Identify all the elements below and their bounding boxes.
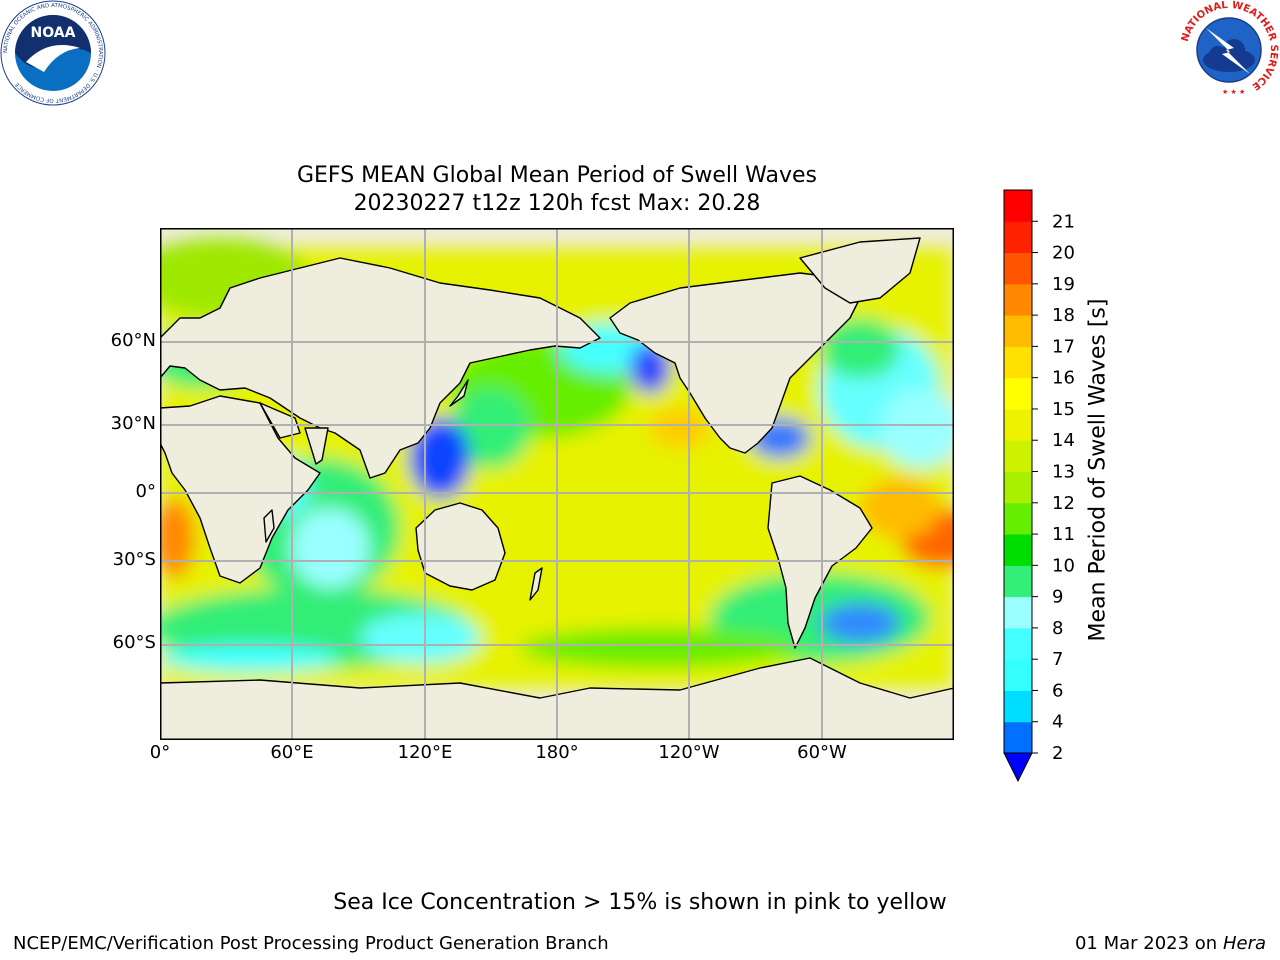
- colorbar-tick-label: 9: [1052, 587, 1063, 608]
- colorbar-segment: [1004, 221, 1032, 254]
- colorbar-tick-label: 15: [1052, 399, 1075, 420]
- colorbar-segment: [1004, 534, 1032, 566]
- sea-ice-note: Sea Ice Concentration > 15% is shown in …: [333, 890, 947, 915]
- colorbar-underflow-arrow: [1003, 752, 1033, 783]
- colorbar-segment: [1004, 596, 1032, 629]
- colorbar-tick-label: 6: [1052, 680, 1063, 701]
- run-date: 01 Mar 2023 on Hera: [1075, 933, 1266, 954]
- svg-text:★ ★ ★: ★ ★ ★: [1222, 88, 1245, 96]
- colorbar-segment: [1004, 627, 1032, 660]
- lat-label-60n: 60°N: [110, 330, 156, 351]
- colorbar-segment: [1004, 377, 1032, 410]
- colorbar-tick-label: 2: [1052, 743, 1063, 764]
- run-date-text: 01 Mar 2023 on: [1074, 933, 1218, 954]
- lat-label-eq: 0°: [135, 481, 156, 502]
- colorbar-segment: [1004, 440, 1032, 472]
- colorbar-tick-label: 13: [1052, 462, 1075, 483]
- lat-label-30s: 30°S: [112, 549, 156, 570]
- colorbar-segment: [1004, 471, 1032, 504]
- host-name: Hera: [1222, 933, 1266, 954]
- lon-label-60e: 60°E: [270, 742, 314, 763]
- lon-label-0: 0°: [149, 742, 171, 763]
- colorbar-tick-label: 20: [1052, 243, 1075, 264]
- lat-label-60s: 60°S: [112, 632, 156, 653]
- gridlines: [160, 228, 954, 740]
- lon-label-180: 180°: [535, 742, 579, 763]
- colorbar-segment: [1004, 659, 1032, 691]
- colorbar-segment: [1004, 502, 1032, 535]
- colorbar-label: Mean Period of Swell Waves [s]: [1085, 298, 1111, 642]
- producer-credit: NCEP/EMC/Verification Post Processing Pr…: [13, 933, 609, 954]
- nws-logo: NATIONAL WEATHER SERVICE ★ ★ ★: [1180, 0, 1279, 98]
- colorbar-tick-label: 19: [1052, 274, 1075, 295]
- colorbar-segment: [1004, 190, 1032, 222]
- land-masses: [160, 237, 954, 740]
- colorbar: 2 4 6 7 8 9 10 11 12 13 14 15 16 17 18 19 20 21: [1003, 189, 1075, 783]
- colorbar-tick-label: 14: [1052, 430, 1075, 451]
- colorbar-segment: [1004, 408, 1032, 441]
- colorbar-tick-label: 12: [1052, 493, 1075, 514]
- colorbar-tick-label: 10: [1052, 555, 1075, 576]
- colorbar-tick-label: 8: [1052, 618, 1063, 639]
- lat-label-30n: 30°N: [110, 413, 156, 434]
- colorbar-tick-label: 17: [1052, 336, 1075, 357]
- colorbar-tick-label: 11: [1052, 524, 1075, 545]
- colorbar-segment: [1004, 252, 1032, 285]
- lon-label-60w: 60°W: [797, 742, 847, 763]
- colorbar-tick-label: 16: [1052, 368, 1075, 389]
- colorbar-tick-label: 7: [1052, 649, 1063, 670]
- colorbar-segment: [1004, 346, 1032, 379]
- svg-text:NOAA: NOAA: [31, 25, 76, 41]
- colorbar-segment: [1004, 283, 1032, 316]
- colorbar-segment: [1004, 565, 1032, 598]
- colorbar-segment: [1004, 721, 1032, 754]
- colorbar-segment: [1004, 315, 1032, 347]
- noaa-logo: NATIONAL OCEANIC AND ATMOSPHERIC ADMINIS…: [0, 0, 106, 106]
- lon-label-120e: 120°E: [397, 742, 453, 763]
- map-subtitle: 20230227 t12z 120h fcst Max: 20.28: [353, 191, 761, 216]
- swell-period-map: [160, 228, 954, 740]
- map-border: [160, 228, 954, 740]
- map-title: GEFS MEAN Global Mean Period of Swell Wa…: [296, 163, 817, 188]
- colorbar-tick-label: 18: [1052, 305, 1075, 326]
- colorbar-segment: [1004, 690, 1032, 723]
- colorbar-tick-label: 4: [1052, 712, 1063, 733]
- lon-label-120w: 120°W: [658, 742, 720, 763]
- colorbar-tick-label: 21: [1052, 211, 1075, 232]
